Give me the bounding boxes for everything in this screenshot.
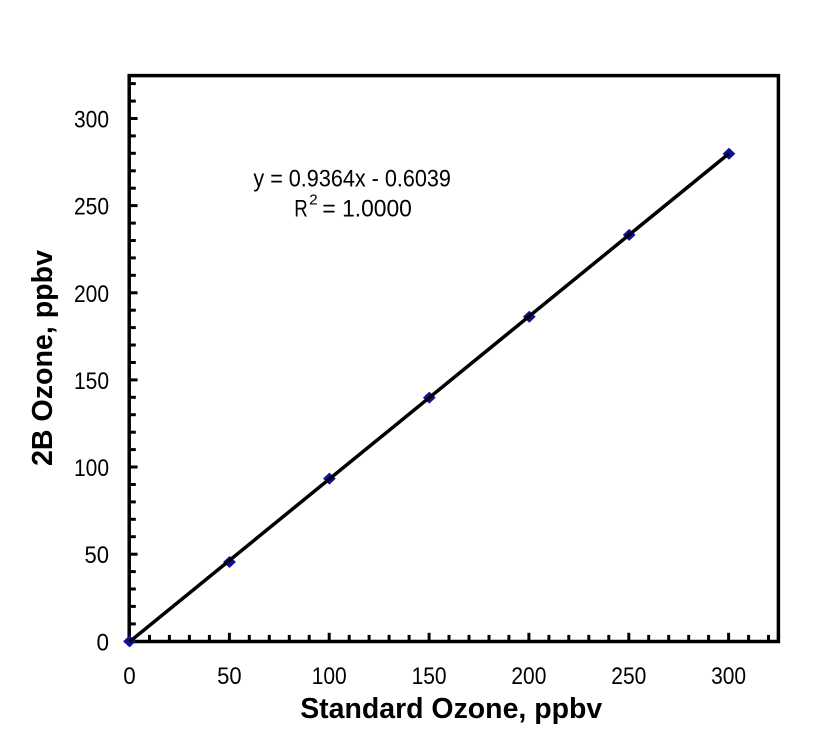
svg-text:300: 300 [711,663,746,690]
svg-text:2B Ozone, ppbv: 2B Ozone, ppbv [27,250,59,466]
svg-text:50: 50 [217,663,242,690]
svg-text:= 1.0000: = 1.0000 [322,195,412,222]
svg-text:150: 150 [412,663,447,690]
svg-text:y = 0.9364x - 0.6039: y = 0.9364x - 0.6039 [253,166,451,193]
svg-text:200: 200 [511,663,546,690]
svg-text:Standard Ozone, ppbv: Standard Ozone, ppbv [300,693,602,725]
svg-text:200: 200 [74,281,109,308]
svg-text:100: 100 [312,663,347,690]
svg-text:0: 0 [97,629,110,656]
svg-text:250: 250 [611,663,646,690]
svg-text:50: 50 [85,542,110,569]
svg-text:150: 150 [74,368,109,395]
svg-text:R: R [294,195,308,222]
svg-text:300: 300 [74,107,109,134]
svg-text:100: 100 [74,455,109,482]
svg-text:2: 2 [309,192,318,209]
svg-text:250: 250 [74,194,109,221]
svg-text:0: 0 [123,663,136,690]
